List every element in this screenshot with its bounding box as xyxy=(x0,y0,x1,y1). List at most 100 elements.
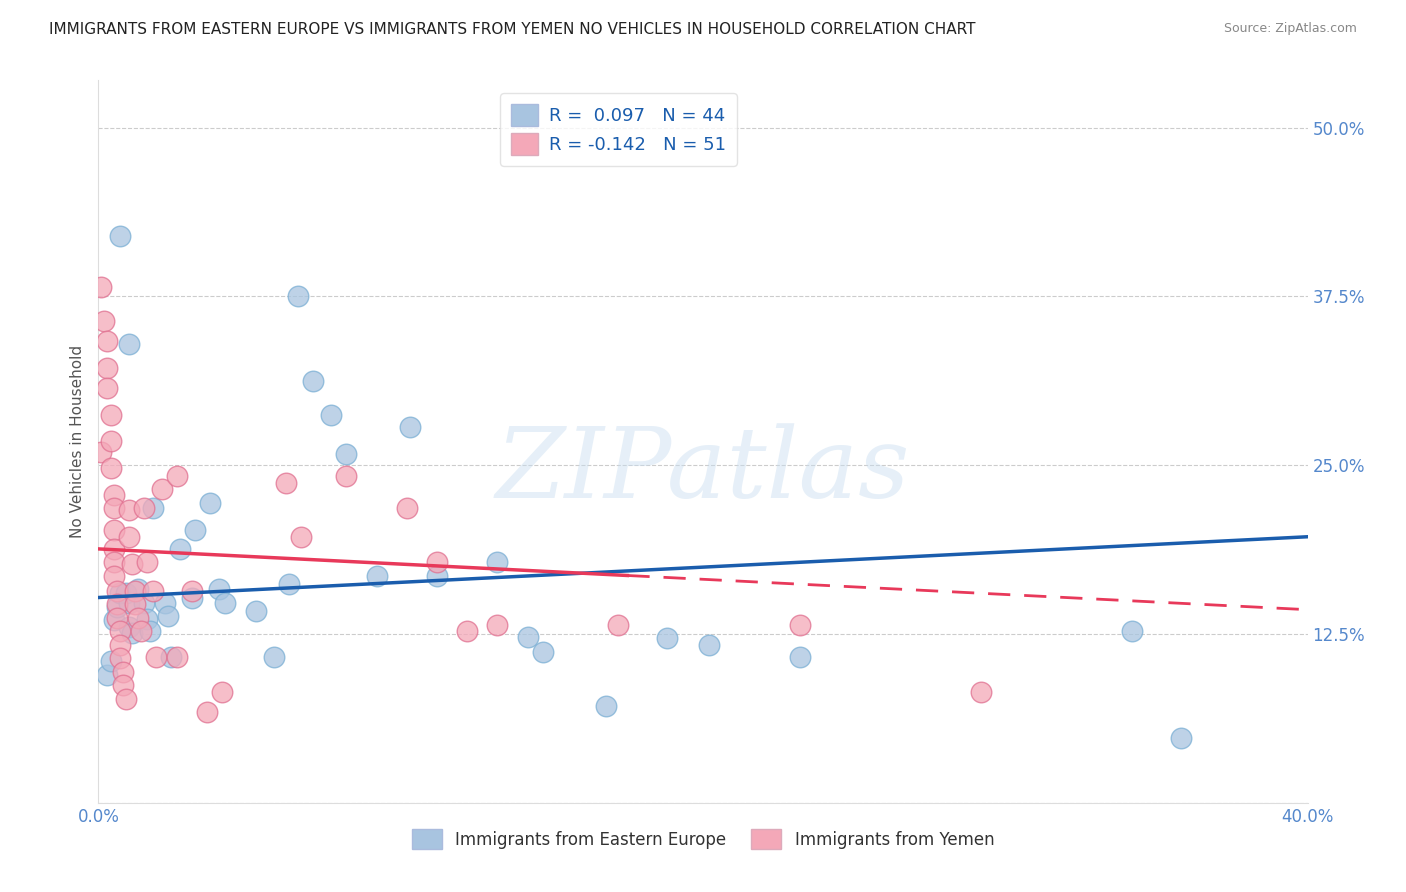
Point xyxy=(111,678,134,692)
Point xyxy=(456,624,478,639)
Point xyxy=(595,698,617,713)
Point xyxy=(655,631,678,645)
Point xyxy=(105,599,128,614)
Point xyxy=(96,334,118,348)
Point xyxy=(105,583,128,598)
Point xyxy=(245,604,267,618)
Point xyxy=(287,289,309,303)
Point xyxy=(398,420,420,434)
Point xyxy=(124,583,146,598)
Point xyxy=(181,591,204,605)
Point xyxy=(118,502,141,516)
Point xyxy=(531,644,554,658)
Point xyxy=(150,483,173,497)
Point xyxy=(169,541,191,556)
Point xyxy=(121,625,143,640)
Y-axis label: No Vehicles in Household: No Vehicles in Household xyxy=(70,345,86,538)
Point xyxy=(105,611,128,625)
Point xyxy=(214,596,236,610)
Point xyxy=(139,624,162,639)
Point xyxy=(111,665,134,679)
Point xyxy=(486,617,509,632)
Point xyxy=(103,569,125,583)
Point xyxy=(118,336,141,351)
Legend: Immigrants from Eastern Europe, Immigrants from Yemen: Immigrants from Eastern Europe, Immigran… xyxy=(405,822,1001,856)
Point xyxy=(108,638,131,652)
Point xyxy=(93,313,115,327)
Point xyxy=(114,691,136,706)
Point xyxy=(789,617,811,632)
Point xyxy=(166,469,188,483)
Point xyxy=(486,556,509,570)
Point xyxy=(208,582,231,597)
Point xyxy=(395,501,418,516)
Point xyxy=(263,649,285,664)
Text: ZIPatlas: ZIPatlas xyxy=(496,423,910,518)
Point xyxy=(135,612,157,626)
Point xyxy=(302,375,325,389)
Point xyxy=(118,620,141,634)
Point xyxy=(166,649,188,664)
Point xyxy=(132,501,155,516)
Point xyxy=(90,280,112,294)
Point xyxy=(516,630,538,644)
Point xyxy=(100,434,122,448)
Point xyxy=(1121,624,1143,639)
Point xyxy=(118,530,141,544)
Point xyxy=(321,408,343,422)
Point xyxy=(1170,731,1192,745)
Point xyxy=(277,577,299,591)
Text: IMMIGRANTS FROM EASTERN EUROPE VS IMMIGRANTS FROM YEMEN NO VEHICLES IN HOUSEHOLD: IMMIGRANTS FROM EASTERN EUROPE VS IMMIGR… xyxy=(49,22,976,37)
Point xyxy=(145,649,167,664)
Point xyxy=(211,685,233,699)
Point xyxy=(127,611,149,625)
Point xyxy=(132,596,155,610)
Point xyxy=(970,685,993,699)
Point xyxy=(142,583,165,598)
Point xyxy=(103,556,125,570)
Point xyxy=(160,649,183,664)
Point xyxy=(121,557,143,571)
Point xyxy=(426,556,449,570)
Point xyxy=(100,654,122,668)
Point xyxy=(100,408,122,422)
Point xyxy=(90,444,112,458)
Point xyxy=(335,447,357,461)
Point xyxy=(105,597,128,611)
Point xyxy=(127,582,149,597)
Text: Source: ZipAtlas.com: Source: ZipAtlas.com xyxy=(1223,22,1357,36)
Point xyxy=(108,624,131,639)
Point xyxy=(108,651,131,665)
Point xyxy=(124,597,146,611)
Point xyxy=(153,596,176,610)
Point xyxy=(129,624,152,639)
Point xyxy=(142,501,165,516)
Point xyxy=(789,649,811,664)
Point xyxy=(118,596,141,610)
Point xyxy=(103,523,125,537)
Point xyxy=(103,614,125,628)
Point xyxy=(181,583,204,598)
Point xyxy=(108,228,131,243)
Point xyxy=(96,381,118,395)
Point xyxy=(366,569,388,583)
Point xyxy=(274,475,297,490)
Point xyxy=(96,667,118,681)
Point xyxy=(184,523,207,537)
Point xyxy=(156,609,179,624)
Point xyxy=(103,488,125,502)
Point xyxy=(697,638,720,652)
Point xyxy=(135,556,157,570)
Point xyxy=(108,586,131,600)
Point xyxy=(200,496,222,510)
Point xyxy=(103,501,125,516)
Point xyxy=(103,541,125,556)
Point xyxy=(195,706,218,720)
Point xyxy=(114,586,136,600)
Point xyxy=(96,360,118,375)
Point xyxy=(290,530,312,544)
Point xyxy=(607,617,630,632)
Point xyxy=(335,469,357,483)
Point xyxy=(100,461,122,475)
Point xyxy=(426,569,449,583)
